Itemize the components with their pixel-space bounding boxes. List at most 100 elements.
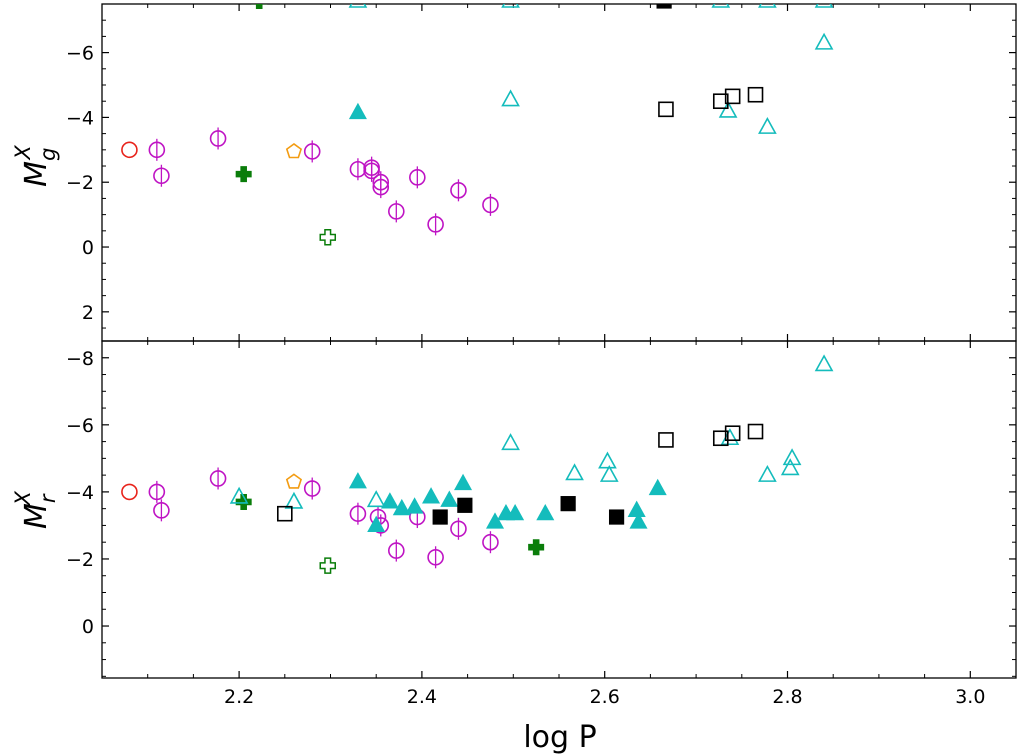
data-point-r (367, 515, 386, 533)
y-tick-label-r: 0 (82, 616, 94, 638)
data-point-r (440, 490, 459, 507)
clipped-data-point (348, 4, 368, 8)
data-point-g (747, 86, 764, 103)
y-tick-label-g: −2 (66, 172, 94, 194)
data-point-r (482, 533, 499, 551)
data-point-r (454, 473, 473, 491)
data-point-r (121, 483, 138, 501)
data-point-g (718, 100, 738, 118)
data-point-r (422, 487, 441, 504)
data-point-r (380, 492, 399, 509)
clipped-data-point (251, 4, 268, 9)
y-tick-label-r: −8 (66, 348, 94, 370)
data-point-r (599, 464, 619, 482)
data-point-r (506, 503, 525, 521)
data-point-g (148, 141, 166, 159)
data-point-g (303, 143, 321, 160)
data-point-g (450, 182, 467, 199)
y-tick-label-g: 2 (82, 302, 94, 324)
data-point-r (388, 542, 405, 559)
y-tick-label-g: 0 (82, 237, 94, 259)
data-point-r (658, 432, 674, 448)
data-point-g (409, 169, 426, 186)
top-y-axis-title: MgX (11, 145, 60, 187)
bottom-y-title-sup: X (11, 490, 35, 506)
data-point-r (629, 512, 648, 529)
data-point-r (648, 478, 667, 496)
data-point-r (427, 548, 444, 566)
data-point-r (366, 490, 386, 508)
data-point-g (235, 166, 252, 183)
data-point-r (560, 496, 576, 512)
clipped-data-point (814, 4, 834, 8)
data-point-r (405, 497, 424, 514)
clipped-data-point (758, 4, 777, 8)
data-point-g (758, 116, 777, 134)
clipped-data-point (656, 4, 672, 9)
axes-layer: −6 −4 −2 0 2 −8 −6 −4 −2 0 2.2 2.4 2.6 2.8 3.0 (66, 3, 1017, 708)
y-tick-label-g: −6 (66, 43, 94, 65)
data-point-r (209, 470, 227, 487)
data-point-g (427, 216, 444, 233)
data-point-r (235, 493, 252, 510)
data-point-g (349, 160, 367, 178)
data-point-r (780, 458, 800, 476)
data-point-r (432, 509, 448, 525)
data-point-g (319, 229, 337, 246)
data-point-r (598, 451, 617, 469)
data-point-g (658, 101, 674, 118)
x-axis-title: log P (523, 720, 596, 754)
y-tick-label-r: −4 (66, 482, 94, 504)
data-point-r (758, 464, 777, 482)
clipped-data-point (711, 4, 731, 8)
data-point-r (608, 509, 625, 525)
data-point-r (153, 502, 170, 519)
data-point-r (536, 503, 555, 521)
bottom-y-title-sub: r (36, 493, 60, 503)
data-point-g (814, 32, 834, 50)
data-point-g (285, 142, 303, 159)
x-tick-label: 2.6 (590, 686, 620, 708)
data-point-g (724, 88, 741, 105)
data-point-r (148, 483, 166, 501)
data-point-g (712, 93, 729, 110)
data-point-r (276, 505, 293, 522)
data-point-r (712, 430, 729, 447)
data-point-r (814, 354, 834, 372)
data-point-r (782, 448, 802, 466)
top-y-title-sub: g (36, 148, 60, 161)
data-point-r (501, 433, 520, 451)
data-point-r (319, 557, 337, 574)
x-tick-label: 2.2 (224, 686, 254, 708)
data-point-r (284, 491, 304, 509)
data-point-g (153, 167, 170, 185)
data-point-r (724, 425, 741, 442)
data-point-g (372, 178, 390, 196)
data-point-r (229, 486, 249, 504)
data-point-r (565, 463, 584, 481)
data-point-r (349, 505, 367, 522)
data-point-g (482, 196, 499, 214)
data-point-r (285, 473, 303, 489)
y-tick-label-r: −6 (66, 415, 94, 437)
x-tick-label: 2.8 (772, 686, 802, 708)
data-point-g (348, 102, 367, 120)
data-point-r (392, 498, 411, 516)
top-y-title-sup: X (11, 145, 35, 161)
data-point-r (348, 472, 367, 489)
data-point-r (627, 500, 646, 517)
top-y-title-base: M (19, 161, 54, 187)
data-point-r (450, 520, 467, 538)
x-tick-label: 3.0 (955, 686, 985, 708)
bottom-panel-points (121, 354, 834, 574)
data-point-g (209, 130, 227, 147)
data-point-g (121, 141, 138, 159)
data-point-r (486, 512, 505, 529)
data-point-r (528, 539, 545, 556)
data-point-g (388, 203, 405, 220)
bottom-panel-frame (101, 340, 1017, 679)
y-tick-label-r: −2 (66, 549, 94, 571)
data-point-r (303, 480, 321, 497)
bottom-y-title-base: M (19, 503, 54, 529)
